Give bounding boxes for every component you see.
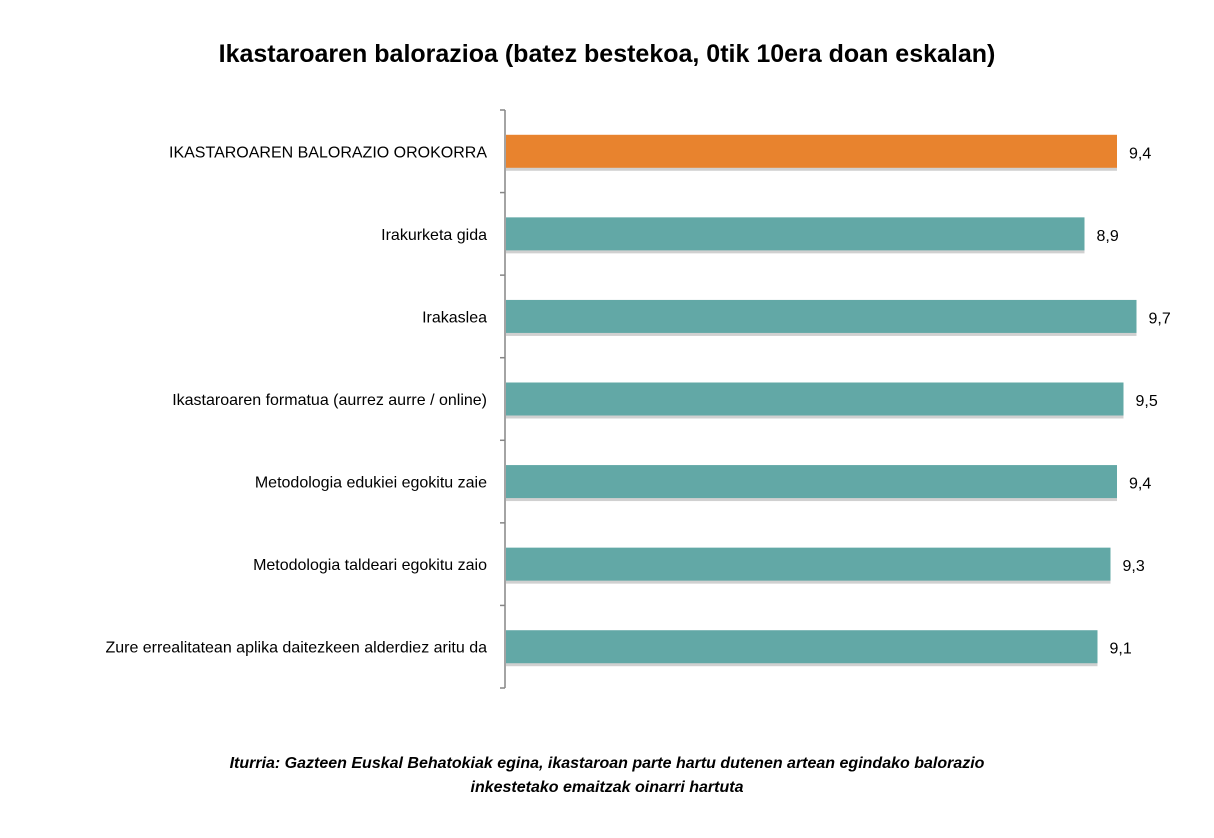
data-label: 9,4: [1129, 476, 1151, 493]
data-label: 9,1: [1110, 641, 1132, 658]
category-label: Zure errealitatean aplika daitezkeen ald…: [105, 640, 487, 657]
category-label: Irakurketa gida: [381, 227, 487, 244]
source-line-1: Iturria: Gazteen Euskal Behatokiak egina…: [229, 755, 985, 772]
data-label: 9,3: [1123, 558, 1145, 575]
category-label: IKASTAROAREN BALORAZIO OROKORRA: [169, 144, 487, 161]
bar: [506, 217, 1085, 251]
data-label: 9,5: [1136, 393, 1158, 410]
bar-chart: IKASTAROAREN BALORAZIO OROKORRA 9,4 Irakur…: [105, 109, 1171, 689]
data-label: 9,4: [1129, 145, 1151, 162]
chart-title: Ikastaroaren balorazioa (batez bestekoa,…: [218, 40, 996, 68]
data-label: 9,7: [1149, 310, 1171, 327]
category-label: Ikastaroaren formatua (aurrez aurre / on…: [172, 392, 487, 409]
bar: [506, 465, 1117, 499]
data-label: 8,9: [1097, 228, 1119, 245]
bar: [506, 547, 1111, 581]
source-line-2: inkestetako emaitzak oinarri hartuta: [470, 779, 744, 796]
category-label: Metodologia taldeari egokitu zaio: [253, 557, 487, 574]
bar: [506, 382, 1124, 416]
bar: [506, 134, 1117, 168]
bar: [506, 299, 1137, 333]
bar: [506, 630, 1098, 664]
source-note: Iturria: Gazteen Euskal Behatokiak egina…: [0, 752, 1214, 800]
category-label: Metodologia edukiei egokitu zaie: [255, 475, 487, 492]
category-label: Irakaslea: [422, 309, 487, 326]
